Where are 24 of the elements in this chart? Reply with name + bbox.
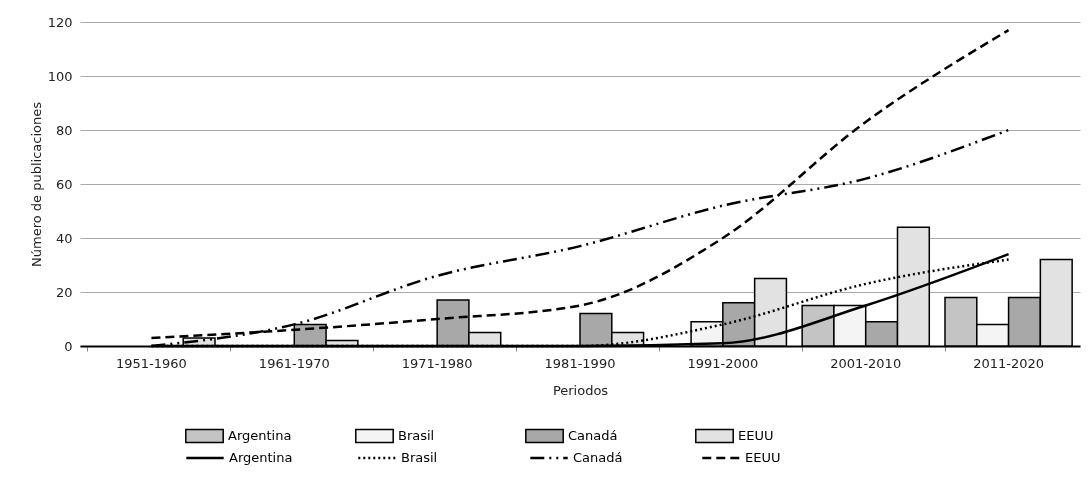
x-tick-label: 2001-2010 [830,355,902,371]
legend-label: EEUU [745,450,781,465]
y-tick-label: 0 [64,338,73,354]
x-tick-label: 1971-1980 [401,355,473,371]
legend-label: EEUU [738,427,774,443]
x-tick-label: 1961-1970 [258,355,330,371]
y-axis-title: Número de publicaciones [28,101,44,267]
y-tick-label: 60 [55,176,73,192]
legend-label: Argentina [228,427,292,443]
y-tick-label: 20 [55,284,73,300]
legend-label: Canadá [568,427,618,443]
y-tick-label: 40 [55,230,73,246]
y-tick-label: 100 [47,68,73,84]
x-tick-label: 1991-2000 [687,355,759,371]
legend-label: Brasil [398,427,435,443]
x-tick-label: 1951-1960 [116,355,187,371]
legend-label: Canadá [573,450,623,465]
legend-label: Argentina [229,450,293,465]
x-tick-label: 1981-1990 [544,355,616,371]
x-tick-label: 2011-2020 [973,355,1044,371]
y-tick-label: 80 [55,122,73,138]
x-axis-title: Periodos [552,382,609,398]
y-tick-label: 120 [47,14,73,30]
legend-label: Brasil [401,450,438,465]
